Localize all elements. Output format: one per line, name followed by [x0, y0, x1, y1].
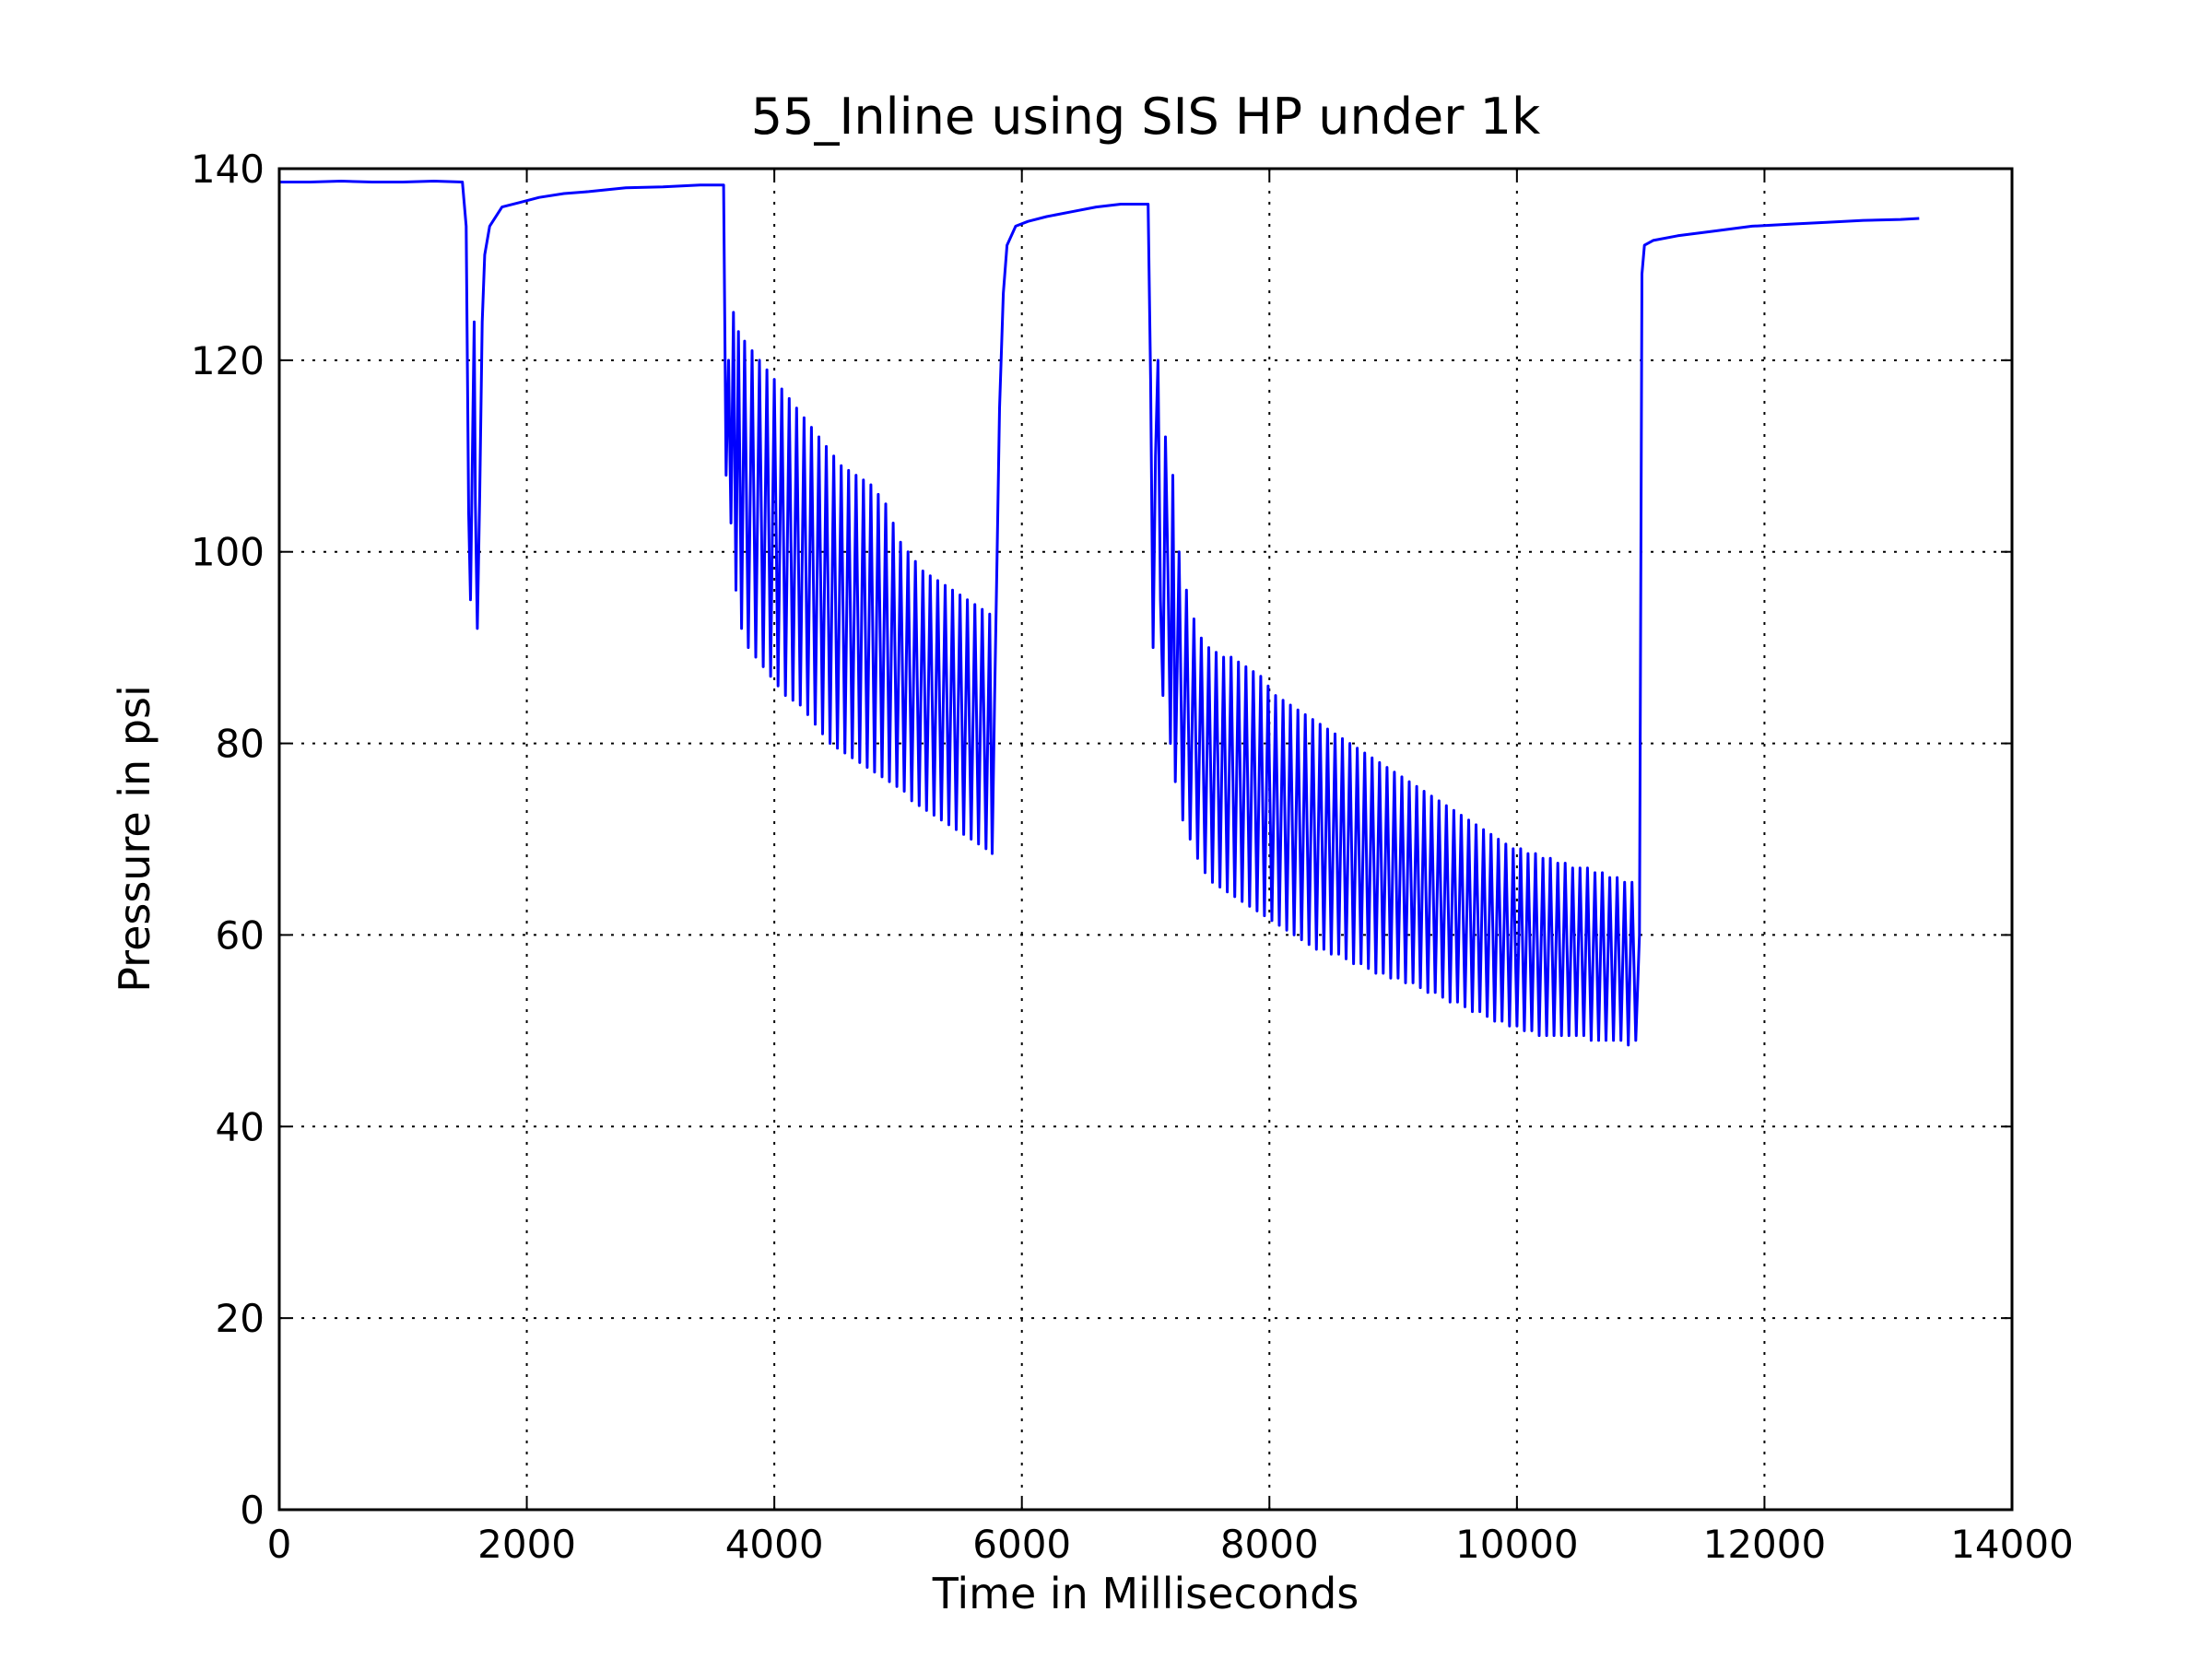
- x-tick-label: 10000: [1455, 1522, 1579, 1567]
- grid-lines: [279, 169, 2012, 1510]
- y-tick-label: 100: [191, 530, 265, 575]
- x-tick-label: 2000: [477, 1522, 576, 1567]
- x-tick-label: 8000: [1220, 1522, 1319, 1567]
- x-axis-label: Time in Milliseconds: [932, 1569, 1359, 1618]
- x-tick-label: 12000: [1703, 1522, 1827, 1567]
- y-tick-label: 80: [216, 722, 265, 767]
- x-tick-label: 6000: [972, 1522, 1071, 1567]
- chart-title: 55_Inline using SIS HP under 1k: [751, 88, 1541, 146]
- y-tick-label: 140: [191, 147, 265, 192]
- y-tick-label: 120: [191, 338, 265, 383]
- y-axis-label: Pressure in psi: [110, 685, 159, 993]
- y-tick-label: 60: [216, 912, 265, 958]
- x-tick-label: 4000: [725, 1522, 824, 1567]
- y-tick-label: 0: [240, 1488, 265, 1533]
- x-tick-label: 0: [267, 1522, 292, 1567]
- axis-ticks: [278, 168, 2013, 1511]
- series-line: [279, 180, 1920, 1047]
- plot-area: [279, 180, 1920, 1047]
- plot-frame: [277, 167, 2014, 1512]
- y-tick-label: 20: [216, 1296, 265, 1341]
- x-tick-label: 14000: [1950, 1522, 2074, 1567]
- y-tick-label: 40: [216, 1104, 265, 1149]
- tick-labels: 0 2000 4000 6000 8000 10000 12000 14000 0 20 40 60 8…: [191, 147, 2074, 1567]
